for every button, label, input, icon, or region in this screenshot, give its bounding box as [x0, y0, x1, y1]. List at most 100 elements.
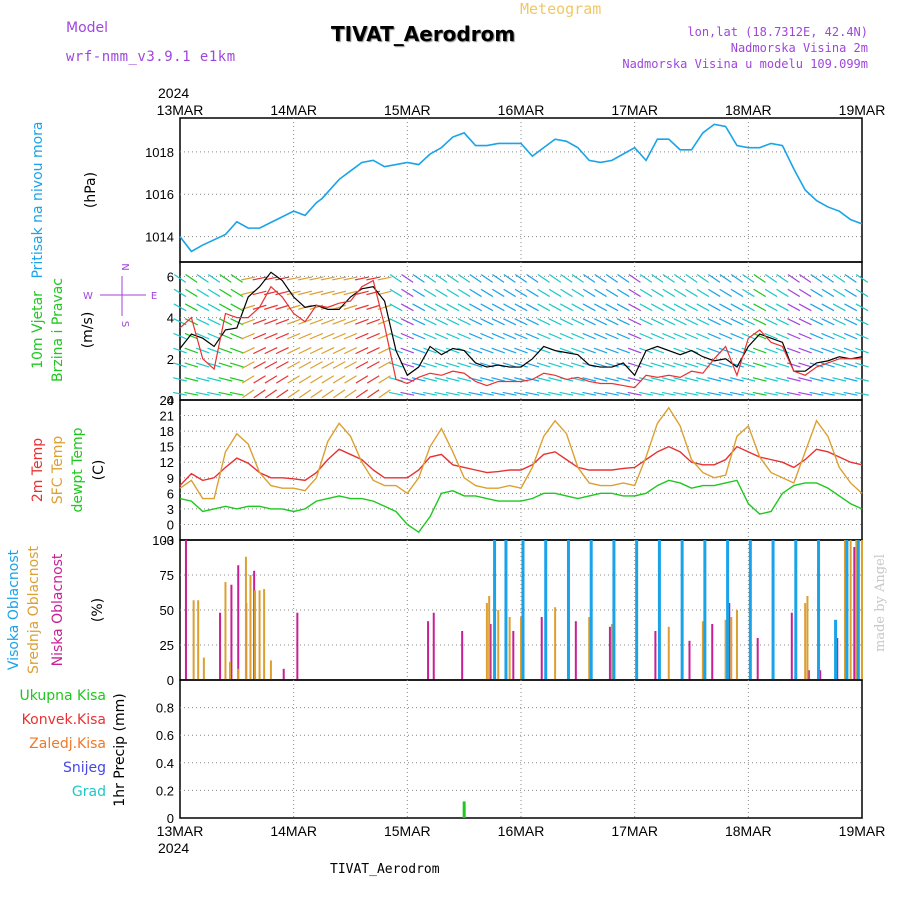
wind-barb [617, 274, 630, 283]
precip-legend-item: Grad [72, 784, 106, 800]
altitude-label: Nadmorska Visina 2m [730, 41, 868, 55]
wind-barb [514, 332, 528, 340]
wind-barb [661, 391, 676, 396]
wind-barb [207, 347, 221, 354]
wind-barb [286, 318, 301, 325]
wind-barb [514, 274, 528, 283]
wind-barb [764, 362, 778, 368]
wind-barb [786, 391, 801, 396]
wind-barb [412, 274, 425, 283]
precip-legend-item: Zaledj.Kisa [29, 736, 106, 752]
wind-barb [798, 288, 812, 298]
wind-barb [343, 276, 358, 281]
clouds-y-tick-label: 0 [167, 673, 174, 688]
wind-barb [855, 303, 869, 312]
wind-barb [252, 290, 267, 296]
wind-barb [184, 362, 199, 368]
wind-barb [230, 288, 244, 298]
wind-barb [559, 391, 574, 396]
wind-barb [810, 303, 823, 312]
wind-barb [275, 346, 289, 355]
wind-barb [832, 303, 846, 312]
wind-barb [525, 303, 539, 312]
wind-barb [560, 288, 573, 298]
wind-barb [479, 377, 494, 382]
x-tick-top-label: 17MAR [611, 102, 658, 118]
x-tick-bottom-label: 16MAR [498, 823, 545, 839]
wind-barb [389, 318, 403, 326]
wind-barb [650, 332, 665, 340]
wind-barb [218, 347, 233, 354]
wind-barb [809, 391, 824, 396]
wind-barb [185, 274, 198, 283]
wind-barb [468, 347, 483, 354]
x-tick-bottom-label: 13MAR [157, 823, 204, 839]
wind-barb [707, 318, 721, 326]
wind-barb [434, 377, 449, 382]
wind-barb [401, 274, 414, 283]
wind-barb [264, 304, 278, 310]
wind-barb [821, 318, 835, 326]
wind-barb [310, 375, 323, 384]
wind-barb [696, 288, 710, 298]
wind-barb [457, 318, 471, 326]
wind-barb [537, 332, 551, 340]
wind-barb [230, 303, 244, 312]
wind-barb [639, 332, 653, 340]
temperature-y-tick-label: 18 [160, 424, 174, 439]
wind-barb [411, 377, 426, 382]
wind-barb [207, 288, 221, 298]
wind-barb [628, 303, 642, 312]
wind-barb [219, 288, 232, 298]
wind-barb [604, 391, 619, 396]
clouds-y-tick-label: 25 [160, 638, 174, 653]
wind-barb [730, 274, 744, 283]
wind-barb [776, 288, 789, 298]
wind-barb [707, 347, 722, 354]
wind-barb [264, 375, 278, 384]
wind-barb [344, 361, 357, 369]
wind-barb [833, 274, 846, 283]
wind-barb [855, 362, 869, 368]
wind-barb [752, 347, 767, 354]
wind-barb [344, 389, 357, 399]
wind-barb [855, 377, 869, 382]
wind-barb [503, 288, 516, 298]
wind-barb [571, 347, 585, 354]
wind-barb [526, 288, 539, 298]
wind-barb [366, 346, 380, 355]
wind-barb [798, 318, 812, 326]
temp-ylabel-dew: dewpt Temp [70, 427, 86, 512]
wind-barb [457, 391, 472, 396]
wind-barb [537, 274, 550, 283]
wind-barb [832, 288, 846, 298]
wind-barb [332, 276, 347, 281]
wind-barb [764, 377, 778, 382]
wind-barb [673, 318, 687, 326]
precip-ylabel: 1hr Precip (mm) [112, 693, 128, 806]
wind-barb [582, 332, 596, 340]
wind-barb [798, 303, 812, 312]
wind-barb [548, 332, 562, 340]
wind-barb [650, 347, 665, 354]
wind-barb [571, 303, 585, 312]
wind-barb [298, 375, 312, 384]
wind-barb [355, 389, 368, 399]
wind-barb [355, 318, 369, 325]
wind-barb [423, 391, 438, 396]
wind-barb [491, 347, 506, 354]
wind-barb [321, 375, 335, 384]
wind-barb [366, 375, 380, 384]
wind-barb [173, 362, 187, 368]
wind-barb [480, 347, 494, 354]
wind-barb [707, 332, 721, 340]
wind-barb [832, 362, 847, 368]
wind-barb [844, 318, 858, 326]
wind-barb [355, 332, 369, 340]
wind-barb [434, 318, 448, 326]
wind-barb [787, 274, 800, 283]
wind-barb [809, 332, 824, 340]
wind-barb [548, 391, 563, 396]
wind-barb [400, 362, 415, 368]
wind-ylabel-1: 10m Vjetar [30, 291, 46, 369]
